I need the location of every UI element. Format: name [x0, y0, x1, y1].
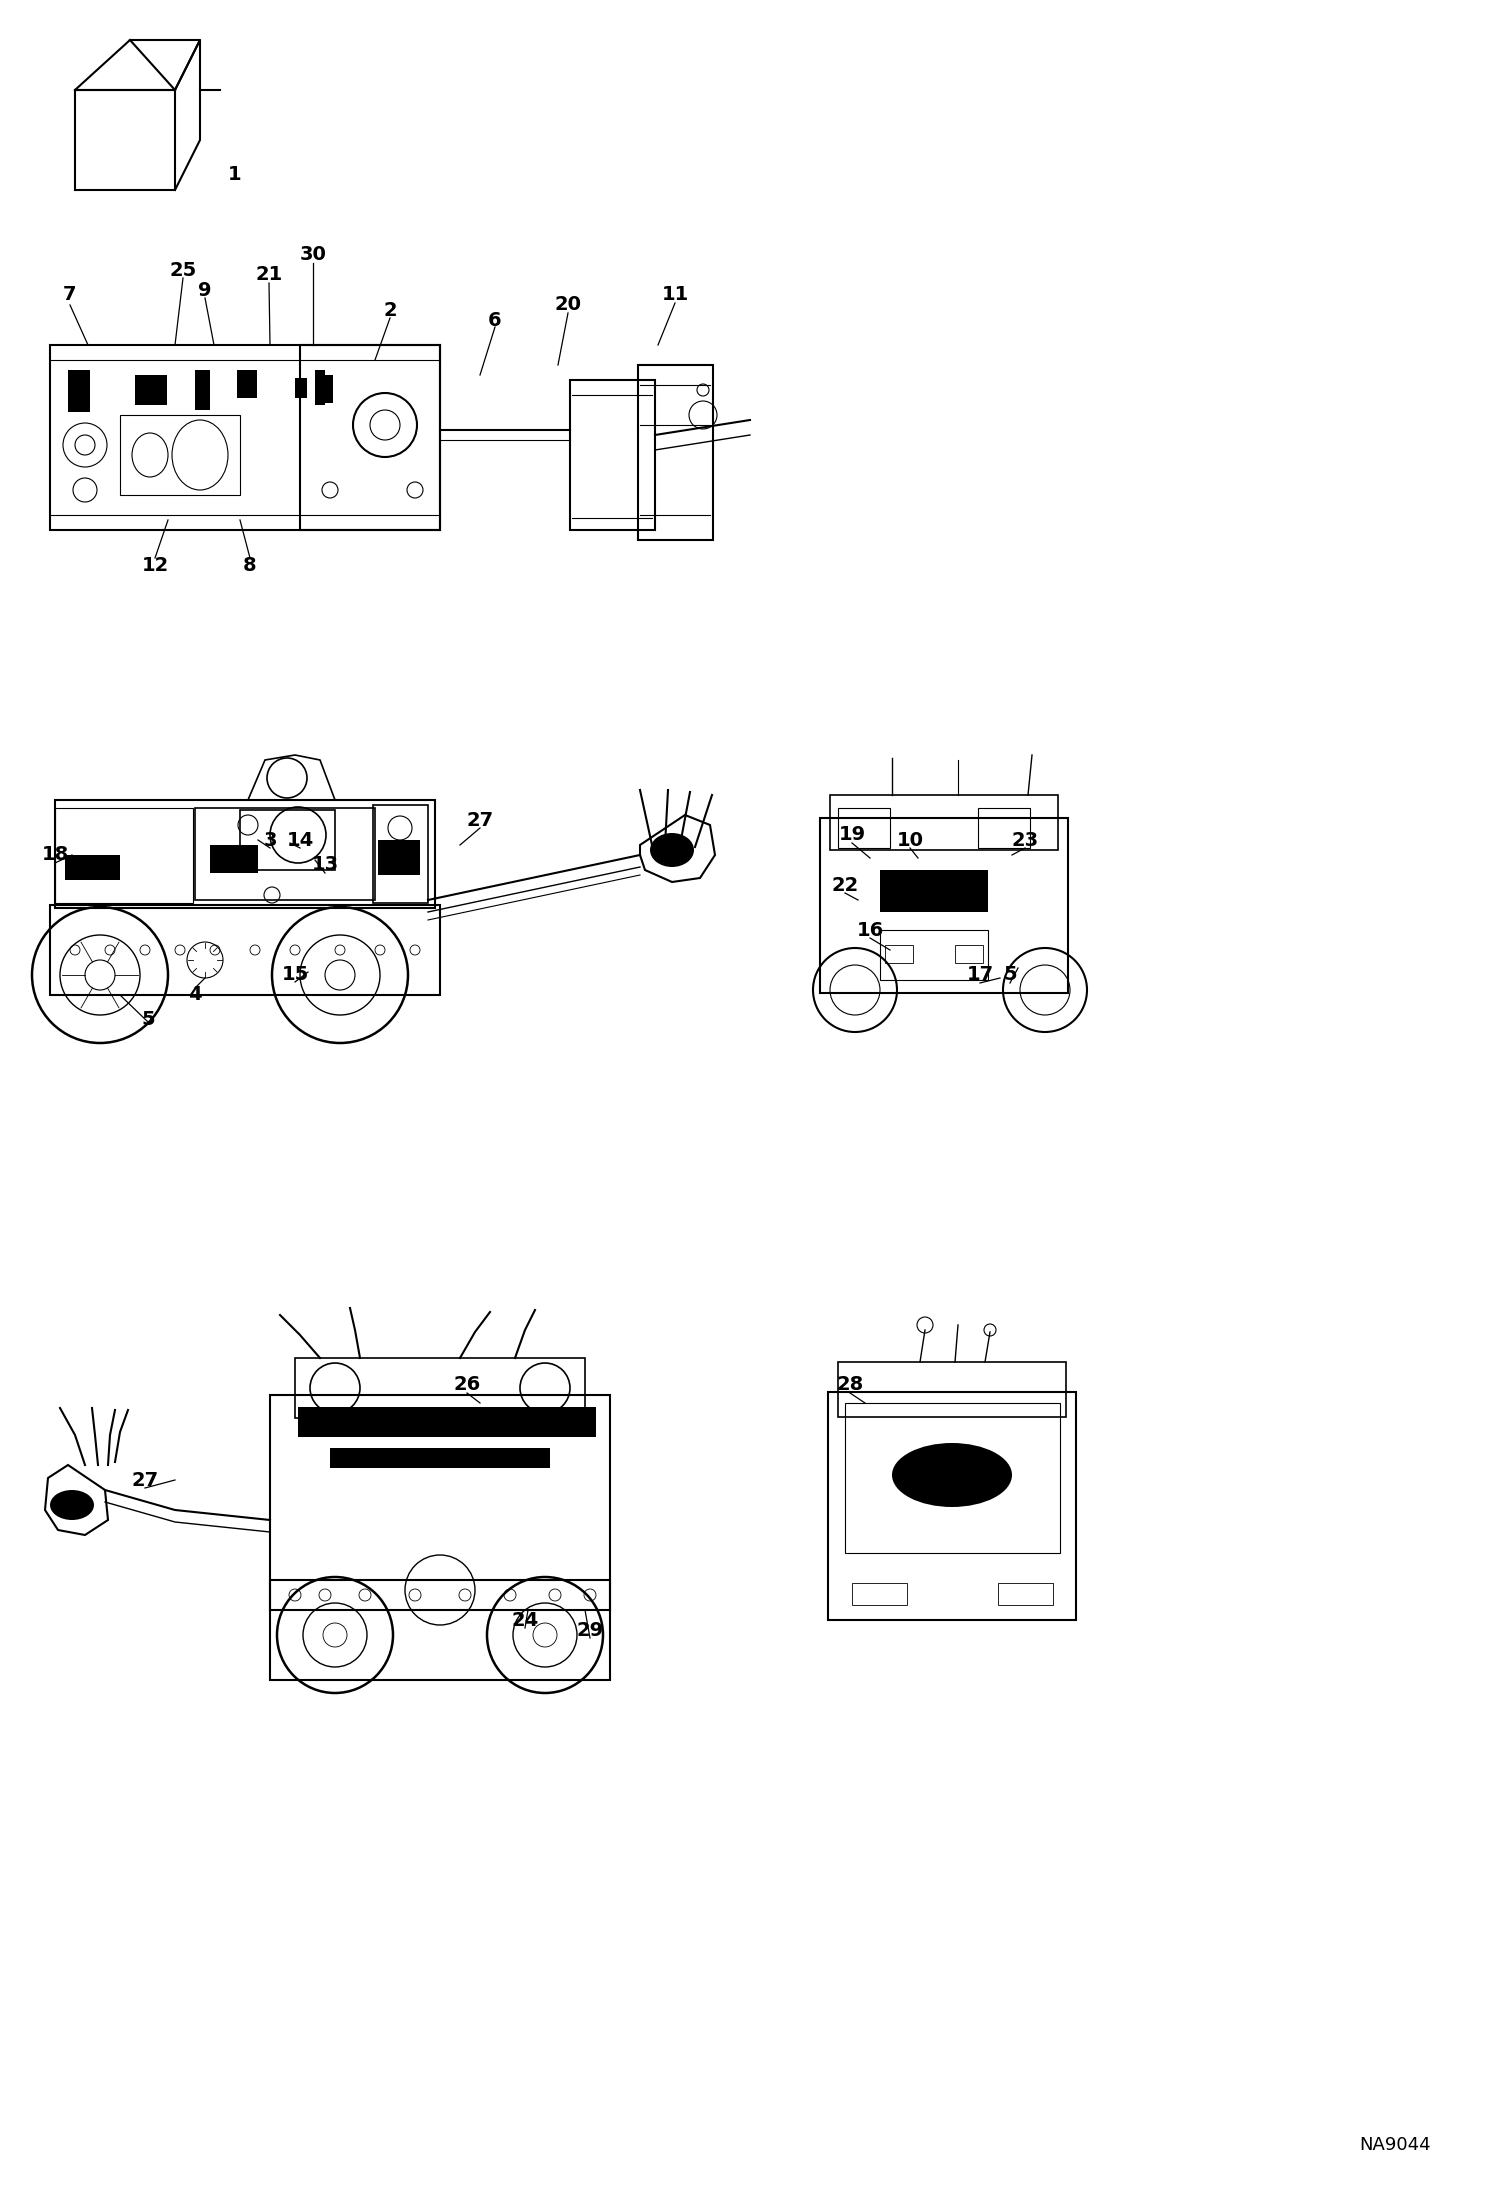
Text: 6: 6	[488, 311, 502, 329]
Text: 12: 12	[141, 555, 169, 575]
Text: 5: 5	[1004, 965, 1017, 985]
Bar	[879, 871, 989, 912]
Bar	[845, 1404, 1061, 1553]
Bar	[837, 1362, 1067, 1417]
Bar	[638, 364, 713, 539]
Bar	[270, 1395, 610, 1610]
Text: 4: 4	[189, 985, 202, 1004]
Text: 18: 18	[42, 846, 69, 864]
Text: 27: 27	[466, 811, 493, 829]
Bar	[837, 807, 890, 849]
Bar	[377, 840, 419, 875]
Bar	[237, 371, 258, 397]
Bar	[315, 371, 325, 406]
Bar	[315, 375, 333, 404]
Bar	[819, 818, 1068, 993]
Text: 7: 7	[63, 285, 76, 305]
Text: 21: 21	[255, 265, 283, 285]
Text: 24: 24	[511, 1610, 539, 1629]
Bar	[885, 945, 912, 963]
Bar	[571, 379, 655, 531]
Bar	[240, 809, 336, 871]
Text: 14: 14	[286, 831, 313, 849]
Text: 22: 22	[831, 875, 858, 895]
Text: 26: 26	[454, 1375, 481, 1395]
Bar	[298, 1408, 596, 1436]
Text: 20: 20	[554, 296, 581, 314]
Text: 25: 25	[169, 261, 196, 279]
Bar	[55, 807, 193, 904]
Text: 13: 13	[312, 855, 339, 875]
Bar	[830, 796, 1058, 851]
Text: 9: 9	[198, 281, 211, 300]
Text: 15: 15	[282, 965, 309, 985]
Bar	[67, 371, 90, 412]
Text: 30: 30	[300, 246, 327, 265]
Ellipse shape	[891, 1443, 1013, 1507]
Bar	[978, 807, 1031, 849]
Text: 1: 1	[228, 164, 241, 184]
Text: NA9044: NA9044	[1359, 2136, 1431, 2154]
Text: 8: 8	[243, 555, 256, 575]
Bar	[998, 1583, 1053, 1605]
Text: 3: 3	[264, 831, 277, 849]
Text: 10: 10	[896, 831, 923, 849]
Text: 23: 23	[1011, 831, 1038, 849]
Text: 28: 28	[836, 1375, 864, 1395]
Text: 19: 19	[839, 825, 866, 844]
Bar	[852, 1583, 906, 1605]
Text: 27: 27	[132, 1472, 159, 1489]
Bar	[330, 1447, 550, 1467]
Bar	[210, 844, 258, 873]
Text: 29: 29	[577, 1621, 604, 1640]
Bar	[49, 906, 440, 996]
Bar	[373, 805, 428, 904]
Bar	[135, 375, 166, 406]
Bar	[879, 930, 989, 980]
Bar	[55, 800, 434, 908]
Text: 2: 2	[383, 300, 397, 320]
Bar	[956, 945, 983, 963]
Text: 11: 11	[662, 285, 689, 305]
Bar	[195, 371, 210, 410]
Bar	[828, 1393, 1076, 1621]
Bar	[120, 414, 240, 496]
Bar	[295, 1357, 586, 1419]
Bar	[295, 377, 307, 397]
Bar	[49, 344, 440, 531]
Text: 5: 5	[141, 1011, 154, 1029]
Bar	[270, 1579, 610, 1680]
Ellipse shape	[49, 1489, 94, 1520]
Bar	[195, 807, 374, 899]
Bar	[64, 855, 120, 879]
Text: 17: 17	[966, 965, 993, 985]
Ellipse shape	[650, 833, 694, 866]
Text: 16: 16	[857, 921, 884, 939]
Bar	[300, 344, 440, 531]
